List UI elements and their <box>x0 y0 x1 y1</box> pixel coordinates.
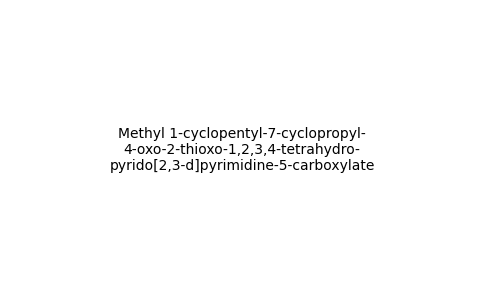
Text: Methyl 1-cyclopentyl-7-cyclopropyl-
4-oxo-2-thioxo-1,2,3,4-tetrahydro-
pyrido[2,: Methyl 1-cyclopentyl-7-cyclopropyl- 4-ox… <box>109 127 375 173</box>
